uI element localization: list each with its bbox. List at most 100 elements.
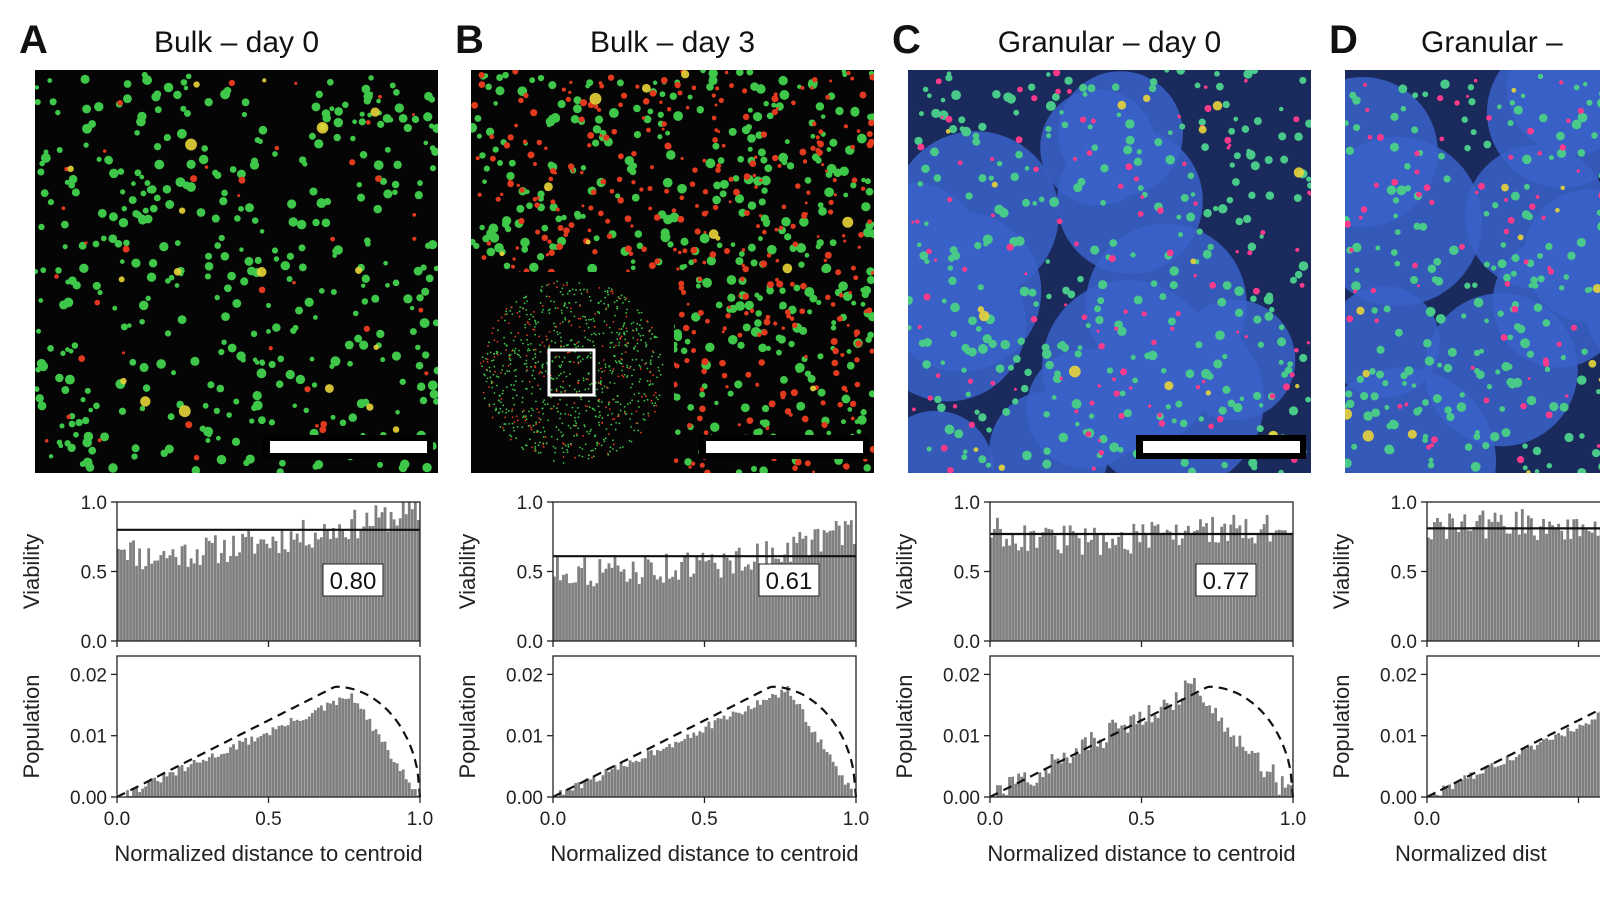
viability-bar bbox=[1484, 538, 1488, 641]
viability-ytick: 0.5 bbox=[81, 563, 107, 584]
population-bar bbox=[707, 721, 711, 797]
population-bar bbox=[722, 715, 726, 797]
viability-bar bbox=[598, 559, 602, 641]
viability-bar bbox=[559, 580, 562, 641]
population-bar bbox=[1062, 752, 1066, 797]
population-bar bbox=[1454, 783, 1458, 797]
viability-ytick: 0.0 bbox=[81, 632, 107, 653]
viability-bar bbox=[1062, 525, 1066, 641]
viability-bar bbox=[1129, 553, 1133, 641]
population-bar bbox=[595, 781, 599, 797]
viability-bar bbox=[1168, 531, 1172, 641]
population-bar bbox=[622, 765, 626, 797]
population-axis-label: Population bbox=[19, 675, 44, 779]
population-bar bbox=[1542, 739, 1545, 797]
viability-bar bbox=[350, 519, 354, 641]
viability-ytick: 0.5 bbox=[1391, 563, 1417, 584]
viability-bar bbox=[335, 537, 338, 641]
viability-bar bbox=[783, 554, 787, 641]
population-bar bbox=[1120, 725, 1124, 797]
viability-bar bbox=[389, 511, 393, 641]
viability-bar bbox=[210, 542, 214, 641]
population-bar bbox=[1017, 773, 1021, 797]
population-bar bbox=[1226, 727, 1230, 797]
viability-bar bbox=[198, 565, 202, 641]
viability-bar bbox=[1539, 526, 1542, 641]
viability-bar bbox=[1177, 545, 1181, 641]
viability-bar bbox=[186, 566, 190, 641]
population-bar bbox=[132, 787, 135, 797]
population-bar bbox=[598, 780, 602, 797]
viability-bar bbox=[765, 541, 768, 641]
viability-bar bbox=[1427, 537, 1430, 641]
viability-bar bbox=[123, 549, 126, 641]
viability-bar bbox=[1165, 529, 1169, 641]
population-bar bbox=[347, 698, 351, 797]
population-bar bbox=[631, 762, 635, 797]
population-bar bbox=[174, 775, 178, 797]
population-bar bbox=[1247, 753, 1251, 797]
population-bar bbox=[825, 751, 829, 797]
viability-bar bbox=[1138, 542, 1142, 641]
viability-bar bbox=[1020, 546, 1024, 641]
population-bar bbox=[701, 732, 705, 797]
population-bar bbox=[1086, 749, 1090, 797]
population-bar bbox=[247, 744, 251, 797]
viability-bar bbox=[704, 561, 708, 641]
population-bar bbox=[156, 780, 160, 797]
viability-bar bbox=[1253, 543, 1257, 641]
viability-bar bbox=[380, 512, 384, 641]
population-bar bbox=[840, 775, 844, 797]
population-bar bbox=[1593, 719, 1597, 797]
panel-letter: C bbox=[892, 18, 921, 62]
population-bar bbox=[568, 789, 571, 797]
viability-bar bbox=[1448, 513, 1451, 641]
viability-bar bbox=[1578, 536, 1582, 641]
viability-bar bbox=[1026, 550, 1030, 641]
viability-bar bbox=[268, 548, 272, 641]
viability-bar bbox=[177, 565, 181, 641]
viability-bar bbox=[1460, 521, 1464, 641]
viability-bar bbox=[398, 518, 402, 641]
micrograph-b bbox=[471, 70, 874, 473]
viability-bar bbox=[371, 525, 375, 641]
viability-bar bbox=[1171, 539, 1175, 641]
viability-bar bbox=[341, 530, 345, 641]
population-bar bbox=[1002, 793, 1005, 797]
population-bar bbox=[1487, 764, 1491, 797]
viability-bar bbox=[1496, 521, 1500, 641]
viability-bar bbox=[1475, 521, 1479, 641]
population-bar bbox=[1536, 744, 1539, 797]
population-bar bbox=[365, 719, 369, 797]
viability-bar bbox=[1545, 533, 1548, 641]
population-bar bbox=[1584, 723, 1588, 797]
population-bar bbox=[226, 752, 229, 797]
population-bar bbox=[1484, 767, 1488, 797]
viability-bar bbox=[652, 575, 656, 641]
viability-bar bbox=[568, 583, 571, 641]
population-bar bbox=[392, 762, 396, 797]
population-bar bbox=[1451, 789, 1455, 797]
population-bar bbox=[186, 767, 190, 797]
viability-bar bbox=[1286, 533, 1290, 641]
population-ytick: 0.01 bbox=[506, 727, 543, 748]
population-bar bbox=[316, 707, 320, 797]
viability-bar bbox=[1189, 534, 1193, 641]
viability-bar bbox=[1071, 531, 1075, 641]
viability-bar bbox=[313, 532, 317, 641]
population-bar bbox=[737, 712, 741, 797]
viability-bar bbox=[719, 577, 723, 641]
population-bar bbox=[771, 694, 774, 797]
viability-bar bbox=[698, 560, 702, 641]
population-bar bbox=[1436, 794, 1439, 797]
population-bar bbox=[1014, 783, 1018, 797]
population-bar bbox=[819, 739, 823, 797]
population-bar bbox=[1150, 722, 1154, 797]
viability-bar bbox=[344, 537, 348, 641]
population-bar bbox=[816, 742, 820, 797]
viability-bar bbox=[1053, 535, 1057, 641]
population-ytick: 0.00 bbox=[70, 788, 107, 809]
viability-bar bbox=[171, 549, 175, 641]
viability-bar bbox=[413, 502, 417, 641]
population-bar bbox=[283, 726, 287, 797]
